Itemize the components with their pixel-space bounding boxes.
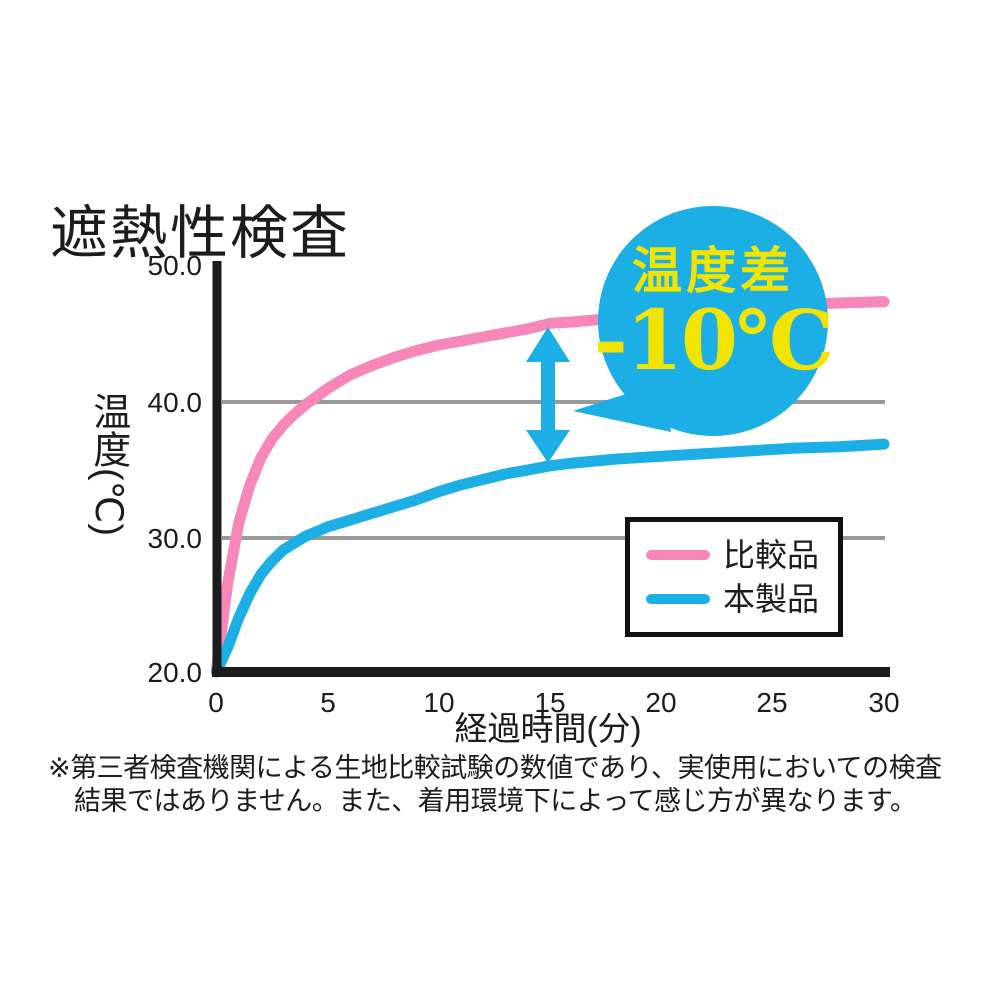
y-axis-title-text: 温度 (86, 392, 129, 468)
footnote-line-1: ※第三者検査機関による生地比較試験の数値であり、実使用においての検査 (48, 753, 942, 783)
x-tick-20: 20 (645, 687, 676, 718)
badge-label: 温度差 (632, 240, 794, 300)
legend: 比較品 本製品 (625, 517, 843, 637)
y-tick-30: 30.0 (148, 523, 203, 554)
series-line-honseihin (211, 438, 890, 678)
footnote-line-2: 結果ではありません。また、着用環境下によって感じ方が異なります。 (74, 786, 917, 816)
x-tick-10: 10 (423, 687, 454, 718)
y-tick-50: 50.0 (148, 250, 203, 281)
y-axis-title-unit: (℃) (86, 468, 129, 536)
x-tick-25: 25 (756, 687, 787, 718)
x-tick-15: 15 (534, 687, 565, 718)
temperature-difference-badge: 温度差 -10℃ (594, 206, 834, 436)
x-axis-title: 経過時間(分) (455, 710, 642, 747)
x-tick-5: 5 (320, 687, 336, 718)
y-tick-20: 20.0 (148, 657, 203, 688)
footnote: ※第三者検査機関による生地比較試験の数値であり、実使用においての検査 結果ではあ… (48, 752, 968, 818)
badge-text-block: 温度差 -10℃ (593, 240, 834, 389)
temperature-difference-arrow (526, 327, 570, 463)
y-tick-40: 40.0 (148, 387, 203, 418)
legend-swatch-pink (646, 550, 710, 560)
legend-swatch-blue (646, 594, 710, 604)
legend-label: 比較品 (723, 537, 820, 573)
badge-value: -10℃ (593, 292, 834, 389)
x-tick-0: 0 (208, 687, 224, 718)
legend-item-hikakuhin: 比較品 (630, 539, 838, 571)
page-title: 遮熱性検査 (50, 201, 351, 266)
x-tick-30: 30 (868, 687, 899, 718)
y-axis-title: 温度(℃) (86, 392, 129, 536)
legend-item-honseihin: 本製品 (630, 583, 838, 615)
legend-label: 本製品 (723, 581, 820, 617)
